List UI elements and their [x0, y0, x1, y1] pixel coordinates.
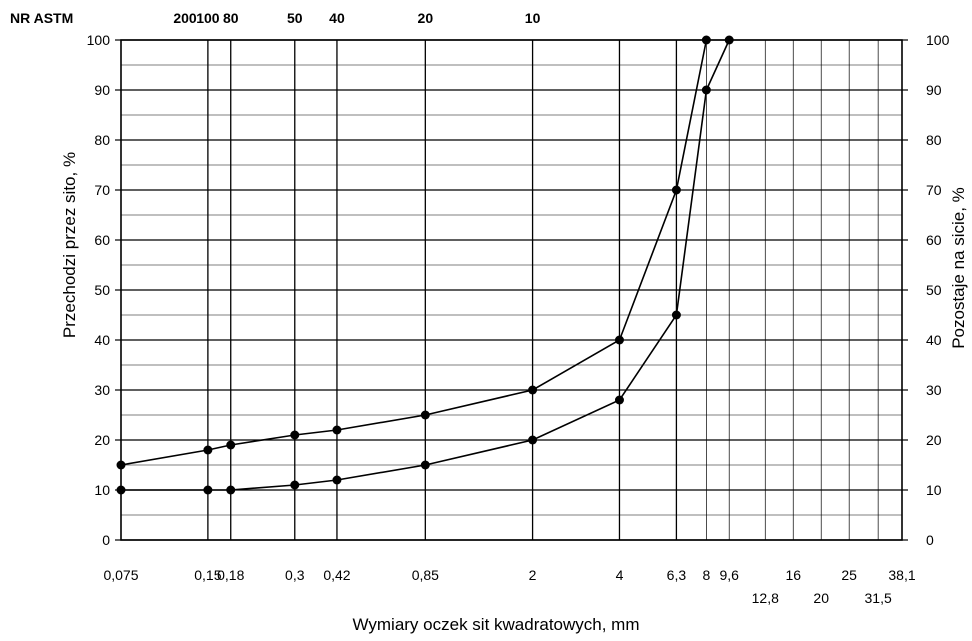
y2-tick-label: 40: [926, 332, 942, 348]
astm-tick-label: 10: [525, 10, 541, 26]
y2-tick-label: 100: [926, 32, 950, 48]
x-tick-label: 20: [813, 590, 829, 606]
x-axis-title: Wymiary oczek sit kwadratowych, mm: [352, 615, 639, 634]
x-tick-label: 38,1: [888, 567, 915, 583]
x-tick-label: 12,8: [752, 590, 779, 606]
y-axis-title: Przechodzi przez sito, %: [60, 152, 79, 338]
y-tick-label: 90: [94, 82, 110, 98]
x-tick-label: 0,075: [103, 567, 138, 583]
y-tick-label: 50: [94, 282, 110, 298]
series-layer: [116, 35, 734, 495]
y2-tick-label: 90: [926, 82, 942, 98]
x-tick-label: 16: [785, 567, 801, 583]
x-tick-label: 25: [841, 567, 857, 583]
data-point: [420, 410, 430, 420]
astm-tick-label: 200: [173, 10, 197, 26]
data-point: [290, 430, 300, 440]
y2-tick-label: 0: [926, 532, 934, 548]
data-point: [290, 480, 300, 490]
data-point: [671, 310, 681, 320]
x-tick-label: 8: [702, 567, 710, 583]
data-point: [724, 35, 734, 45]
y2-tick-label: 30: [926, 382, 942, 398]
data-point: [226, 485, 236, 495]
y-tick-label: 100: [87, 32, 111, 48]
data-point: [614, 395, 624, 405]
y-tick-label: 40: [94, 332, 110, 348]
y-tick-label: 60: [94, 232, 110, 248]
y2-tick-label: 80: [926, 132, 942, 148]
data-point: [528, 385, 538, 395]
data-point: [332, 425, 342, 435]
y-tick-label: 20: [94, 432, 110, 448]
x-tick-label: 0,3: [285, 567, 305, 583]
astm-tick-label: 50: [287, 10, 303, 26]
y2-tick-label: 70: [926, 182, 942, 198]
data-point: [116, 485, 126, 495]
x-tick-label: 0,85: [412, 567, 439, 583]
data-point: [226, 440, 236, 450]
data-point: [203, 445, 213, 455]
x-tick-label: 31,5: [865, 590, 892, 606]
astm-tick-label: 100: [196, 10, 220, 26]
data-point: [528, 435, 538, 445]
x-tick-label: 6,3: [667, 567, 687, 583]
grid: [115, 39, 908, 541]
y-tick-label: 80: [94, 132, 110, 148]
astm-tick-label: 40: [329, 10, 345, 26]
x-tick-label: 0,15: [194, 567, 221, 583]
astm-label: NR ASTM: [10, 10, 73, 26]
astm-tick-label: 80: [223, 10, 239, 26]
data-point: [701, 85, 711, 95]
x-tick-label: 4: [616, 567, 624, 583]
y2-tick-label: 60: [926, 232, 942, 248]
x-tick-label: 0,18: [217, 567, 244, 583]
x-tick-label: 2: [529, 567, 537, 583]
y-tick-label: 70: [94, 182, 110, 198]
y2-axis-title: Pozostaje na sicie, %: [949, 187, 968, 349]
x-tick-label: 9,6: [719, 567, 739, 583]
data-point: [116, 460, 126, 470]
data-point: [332, 475, 342, 485]
series-line-1: [120, 39, 708, 466]
y-tick-label: 30: [94, 382, 110, 398]
y2-tick-label: 20: [926, 432, 942, 448]
data-point: [203, 485, 213, 495]
data-point: [701, 35, 711, 45]
y2-tick-label: 50: [926, 282, 942, 298]
y-tick-label: 10: [94, 482, 110, 498]
y2-tick-label: 10: [926, 482, 942, 498]
x-tick-label: 0,42: [323, 567, 350, 583]
data-point: [671, 185, 681, 195]
astm-tick-label: 20: [418, 10, 434, 26]
y-tick-label: 0: [102, 532, 110, 548]
data-point: [420, 460, 430, 470]
data-point: [614, 335, 624, 345]
